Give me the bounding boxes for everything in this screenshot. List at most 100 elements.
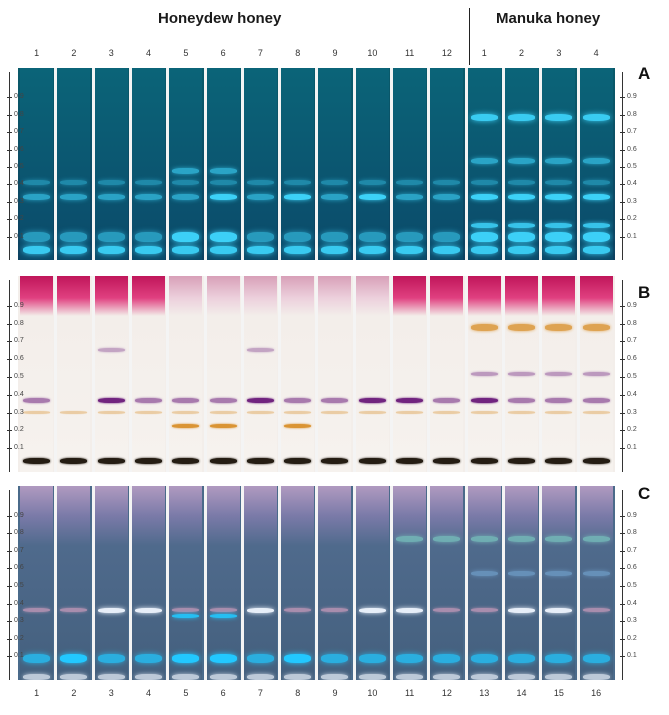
band bbox=[23, 654, 50, 663]
band bbox=[545, 232, 573, 242]
band bbox=[545, 180, 573, 185]
rf-tick bbox=[620, 550, 625, 552]
rf-scale: 0.1 0.2 0.3 0.4 0.5 0.6 0.7 0.8 0.9 bbox=[3, 72, 24, 260]
band bbox=[507, 571, 535, 576]
band bbox=[172, 180, 200, 185]
lane-divider bbox=[576, 486, 580, 680]
lane-divider bbox=[315, 486, 319, 680]
band bbox=[321, 180, 349, 185]
rf-tick-label: 0.2 bbox=[627, 426, 637, 434]
lane-track bbox=[579, 68, 613, 260]
lane-track bbox=[430, 486, 464, 680]
band bbox=[209, 168, 237, 174]
band bbox=[134, 608, 162, 613]
rf-tick bbox=[620, 603, 625, 605]
band bbox=[209, 608, 237, 612]
band bbox=[321, 608, 349, 612]
band bbox=[321, 194, 349, 200]
band bbox=[396, 398, 423, 403]
lane-divider bbox=[91, 276, 95, 472]
rf-tick bbox=[7, 236, 12, 238]
band bbox=[358, 411, 386, 414]
lane-track bbox=[206, 486, 240, 680]
band bbox=[582, 114, 610, 121]
bottom-lane-label-4: 4 bbox=[146, 688, 152, 698]
band bbox=[582, 180, 610, 185]
rf-tick-label: 0.5 bbox=[14, 373, 24, 380]
band bbox=[209, 398, 237, 403]
band bbox=[97, 398, 125, 403]
lane-divider bbox=[539, 276, 543, 472]
band bbox=[545, 674, 573, 680]
lane-track bbox=[355, 486, 389, 680]
panel-letter-a: A bbox=[638, 64, 651, 83]
band bbox=[23, 411, 50, 414]
rf-tick bbox=[7, 656, 12, 658]
lane-track bbox=[542, 486, 576, 680]
band bbox=[507, 411, 535, 414]
band bbox=[321, 411, 349, 414]
lane-divider bbox=[54, 68, 58, 260]
rf-tick-label: 0.8 bbox=[14, 319, 24, 327]
rf-scale: 0.1 0.2 0.3 0.4 0.5 0.6 0.7 0.8 0.9 bbox=[616, 490, 637, 680]
lane-divider bbox=[427, 276, 431, 472]
band bbox=[284, 398, 312, 403]
rf-tick bbox=[620, 97, 625, 99]
rf-tick-label: 0.2 bbox=[627, 634, 637, 642]
lane-divider bbox=[315, 68, 319, 260]
rf-tick bbox=[7, 219, 12, 221]
rf-tick bbox=[7, 97, 12, 99]
band bbox=[582, 194, 610, 200]
band bbox=[358, 654, 386, 663]
rf-tick bbox=[7, 341, 12, 343]
rf-tick-label: 0.3 bbox=[14, 197, 24, 205]
band bbox=[23, 398, 50, 403]
band bbox=[60, 674, 88, 680]
band bbox=[246, 654, 274, 663]
band bbox=[134, 458, 162, 464]
band bbox=[246, 608, 274, 613]
band bbox=[172, 246, 200, 254]
top-lane-label-4: 4 bbox=[146, 48, 152, 58]
rf-tick bbox=[620, 132, 625, 134]
rf-tick-label: 0.1 bbox=[627, 652, 637, 660]
rf-tick bbox=[620, 656, 625, 658]
band bbox=[433, 194, 461, 200]
bottom-lane-label-5: 5 bbox=[183, 688, 189, 698]
lane-divider bbox=[203, 68, 207, 260]
band bbox=[545, 458, 573, 464]
rf-tick bbox=[620, 114, 625, 116]
rf-tick-label: 0.7 bbox=[627, 337, 637, 345]
band bbox=[545, 608, 573, 613]
lane-divider bbox=[390, 486, 393, 680]
rf-tick bbox=[620, 638, 625, 640]
lane-track bbox=[20, 68, 53, 260]
band bbox=[470, 232, 498, 242]
band bbox=[284, 654, 312, 663]
band bbox=[321, 654, 349, 663]
lane-divider bbox=[501, 68, 505, 260]
band bbox=[172, 398, 200, 403]
band bbox=[358, 398, 386, 403]
band bbox=[172, 608, 200, 612]
band bbox=[545, 571, 573, 576]
rf-tick bbox=[620, 219, 625, 221]
band bbox=[545, 194, 573, 200]
band bbox=[582, 158, 610, 164]
band bbox=[582, 536, 610, 542]
rf-tick-label: 0.5 bbox=[14, 163, 24, 170]
rf-scale: 0.1 0.2 0.3 0.4 0.5 0.6 0.7 0.8 0.9 bbox=[3, 490, 24, 680]
band bbox=[23, 180, 50, 185]
rf-tick-label: 0.6 bbox=[14, 355, 24, 363]
lane-divider bbox=[352, 486, 356, 680]
lane-track bbox=[467, 68, 501, 260]
bottom-lane-label-13: 13 bbox=[479, 688, 490, 698]
rf-tick bbox=[620, 394, 625, 396]
lane-divider bbox=[91, 68, 95, 260]
rf-tick-label: 0.4 bbox=[627, 599, 637, 607]
band bbox=[545, 411, 573, 414]
band bbox=[60, 458, 88, 464]
top-lane-label-11: 11 bbox=[404, 48, 415, 58]
lane-divider bbox=[278, 276, 282, 472]
lane-divider bbox=[166, 68, 170, 260]
